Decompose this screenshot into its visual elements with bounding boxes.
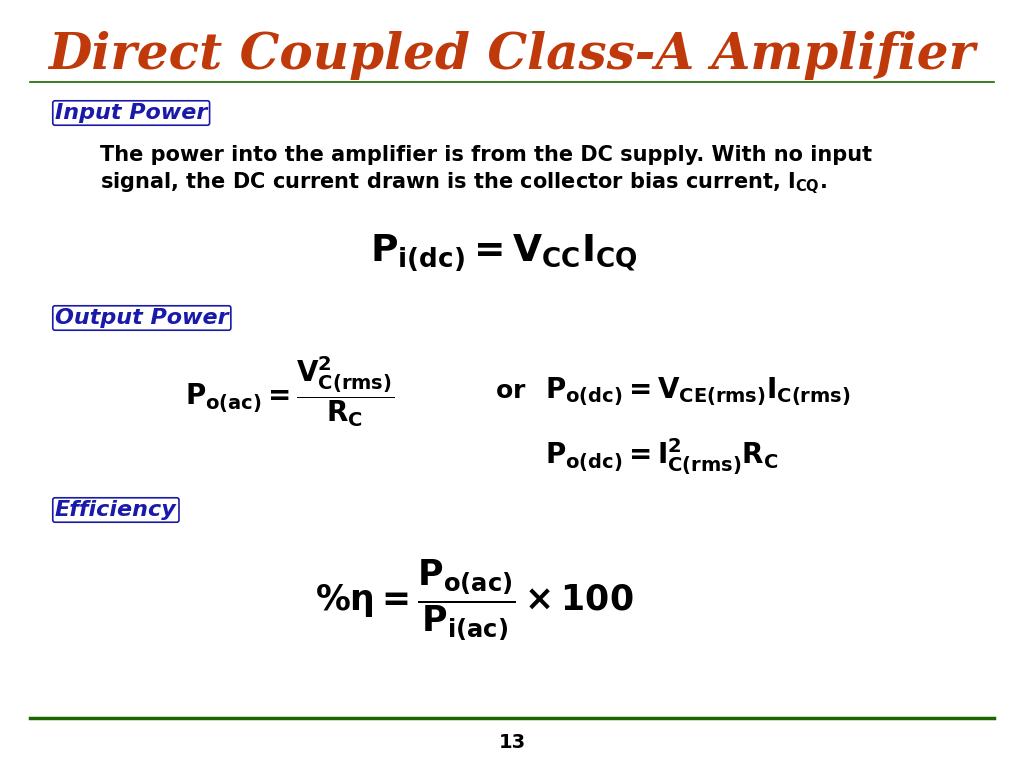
Text: Direct Coupled Class-A Amplifier: Direct Coupled Class-A Amplifier — [48, 31, 976, 80]
Text: signal, the DC current drawn is the collector bias current, $\mathbf{I_{CQ}}$.: signal, the DC current drawn is the coll… — [100, 170, 826, 196]
Text: $\mathbf{P_{o(ac)} = \dfrac{V^2_{C(rms)}}{R_C}}$: $\mathbf{P_{o(ac)} = \dfrac{V^2_{C(rms)}… — [185, 355, 394, 429]
Text: $\mathbf{P_{o(dc)} = V_{CE(rms)}I_{C(rms)}}$: $\mathbf{P_{o(dc)} = V_{CE(rms)}I_{C(rms… — [545, 375, 851, 409]
Text: $\mathbf{\%\eta = \dfrac{P_{o(ac)}}{P_{i(ac)}} \times 100}$: $\mathbf{\%\eta = \dfrac{P_{o(ac)}}{P_{i… — [315, 558, 634, 642]
Text: $\mathbf{P_{i(dc)} = V_{CC}I_{CQ}}$: $\mathbf{P_{i(dc)} = V_{CC}I_{CQ}}$ — [370, 233, 638, 273]
Text: Efficiency: Efficiency — [55, 500, 177, 520]
Text: $\mathbf{P_{o(dc)} = I^2_{C(rms)}R_C}$: $\mathbf{P_{o(dc)} = I^2_{C(rms)}R_C}$ — [545, 436, 778, 478]
Text: $\mathbf{or}$: $\mathbf{or}$ — [495, 380, 526, 403]
Text: Output Power: Output Power — [55, 308, 228, 328]
Text: Input Power: Input Power — [55, 103, 208, 123]
Text: 13: 13 — [499, 733, 525, 752]
Text: The power into the amplifier is from the DC supply. With no input: The power into the amplifier is from the… — [100, 145, 872, 165]
